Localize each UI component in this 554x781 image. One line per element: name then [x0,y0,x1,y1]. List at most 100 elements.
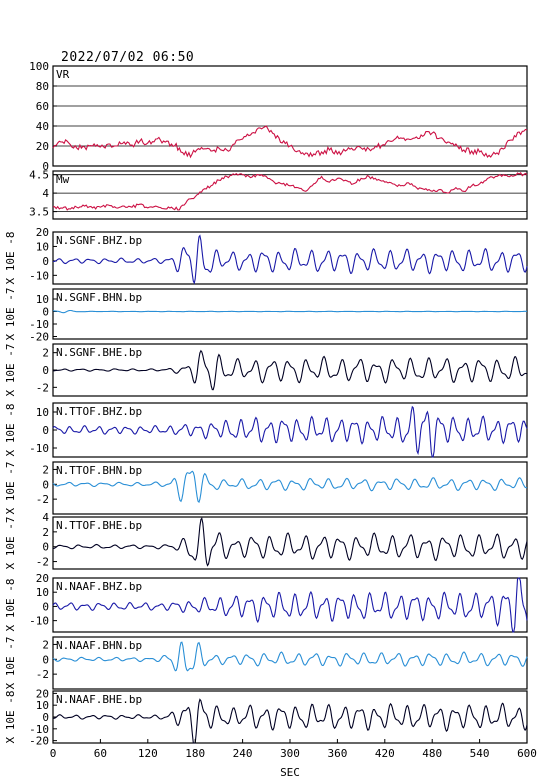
panel-7: -2 0 2 X 10E -7 N.TTOF.BHN.bp [4,461,528,515]
panel-frame [52,65,528,167]
series-line [52,405,528,458]
y-tick-label: 4.5 [29,169,49,182]
series-line [52,125,528,159]
panel-frame [52,343,528,397]
y-tick-label: 10 [36,293,49,306]
y-axis-label: X 10E -8 [4,579,17,632]
panel-frame [52,288,528,340]
y-tick-label: 0 [42,478,49,491]
y-tick-label: 20 [36,687,49,700]
y-tick-label: -2 [36,381,49,394]
panel-label: N.SGNF.BHN.bp [56,291,142,304]
x-tick-label: 120 [138,747,158,760]
y-tick-label: -10 [29,318,49,331]
x-tick-label: 0 [50,747,57,760]
y-axis-label: X 10E -8 [4,232,17,285]
series-line [52,349,528,391]
panel-2: 3.5 4 4.5 Mw [29,169,528,220]
panel-8: -2 0 2 4 X 10E -7 N.TTOF.BHE.bp [4,511,528,570]
y-axis-label: X 10E -7 [4,462,17,515]
y-axis-label: X 10E -7 [4,517,17,570]
y-tick-label: -10 [29,442,49,455]
series-line [52,171,528,211]
y-tick-label: 20 [36,140,49,153]
series-line [53,234,528,285]
y-tick-label: -20 [29,331,49,344]
x-tick-label: 180 [185,747,205,760]
panel-label: VR [56,68,70,81]
y-tick-label: 0 [42,424,49,437]
y-tick-label: 10 [36,699,49,712]
y-tick-label: -2 [36,668,49,681]
x-axis-label: SEC [280,766,300,779]
panel-frame [52,231,528,285]
y-tick-label: -10 [29,269,49,282]
y-axis-label: X 10E -7 [4,344,17,397]
y-tick-label: -2 [36,493,49,506]
x-tick-label: 60 [94,747,107,760]
panel-frame [52,636,528,690]
panel-label: N.TTOF.BHE.bp [56,519,142,532]
y-tick-label: 20 [36,572,49,585]
y-tick-label: 100 [29,60,49,73]
panel-label: Mw [56,173,70,186]
panel-label: N.NAAF.BHE.bp [56,693,142,706]
y-axis-label: X 10E -8 [4,691,17,744]
y-tick-label: 0 [42,653,49,666]
y-tick-label: 40 [36,120,49,133]
y-tick-label: -10 [29,615,49,628]
x-tick-label: 300 [280,747,300,760]
panel-label: N.SGNF.BHZ.bp [56,234,142,247]
y-tick-label: 0 [42,160,49,173]
x-tick-label: 360 [327,747,347,760]
panel-label: N.TTOF.BHN.bp [56,464,142,477]
x-tick-label: 240 [233,747,253,760]
y-tick-label: 0 [42,255,49,268]
y-tick-label: 10 [36,586,49,599]
panel-frame [52,402,528,458]
y-tick-label: -2 [36,556,49,569]
series-line [52,517,528,567]
series-line [52,577,528,633]
x-tick-label: 540 [470,747,490,760]
y-tick-label: -10 [29,723,49,736]
y-tick-label: 4 [42,187,49,200]
y-tick-label: 0 [42,364,49,377]
panel-label: N.TTOF.BHZ.bp [56,405,142,418]
x-tick-label: 480 [422,747,442,760]
y-tick-label: 0 [42,306,49,319]
y-tick-label: 10 [36,240,49,253]
y-tick-label: 4 [42,511,49,524]
y-tick-label: 80 [36,80,49,93]
plot-datetime: 2022/07/02 06:50 [61,50,195,65]
panel-label: N.SGNF.BHE.bp [56,346,142,359]
panel-6: -10 0 10 X 10E -8 N.TTOF.BHZ.bp [4,402,528,458]
y-tick-label: 2 [42,463,49,476]
y-axis-label: X 10E -7 [4,288,17,341]
y-tick-label: 2 [42,347,49,360]
y-tick-label: 3.5 [29,206,49,219]
y-tick-label: 20 [36,226,49,239]
y-tick-label: 2 [42,638,49,651]
x-tick-label: 600 [517,747,537,760]
y-tick-label: 0 [42,711,49,724]
y-tick-label: 0 [42,541,49,554]
y-tick-label: -20 [29,735,49,748]
panel-label: N.NAAF.BHZ.bp [56,580,142,593]
y-tick-label: 2 [42,526,49,539]
series-line [53,698,528,744]
panel-5: -2 0 2 X 10E -7 N.SGNF.BHE.bp [4,343,528,397]
y-axis-label: X 10E -8 [4,404,17,457]
x-tick-label: 420 [375,747,395,760]
series-line [52,470,528,504]
panel-10: -2 0 2 X 10E -7 N.NAAF.BHN.bp [4,636,528,690]
panel-frame [52,170,528,220]
y-tick-label: 10 [36,406,49,419]
y-axis-label: X 10E -7 [4,637,17,690]
series-line [52,309,527,314]
